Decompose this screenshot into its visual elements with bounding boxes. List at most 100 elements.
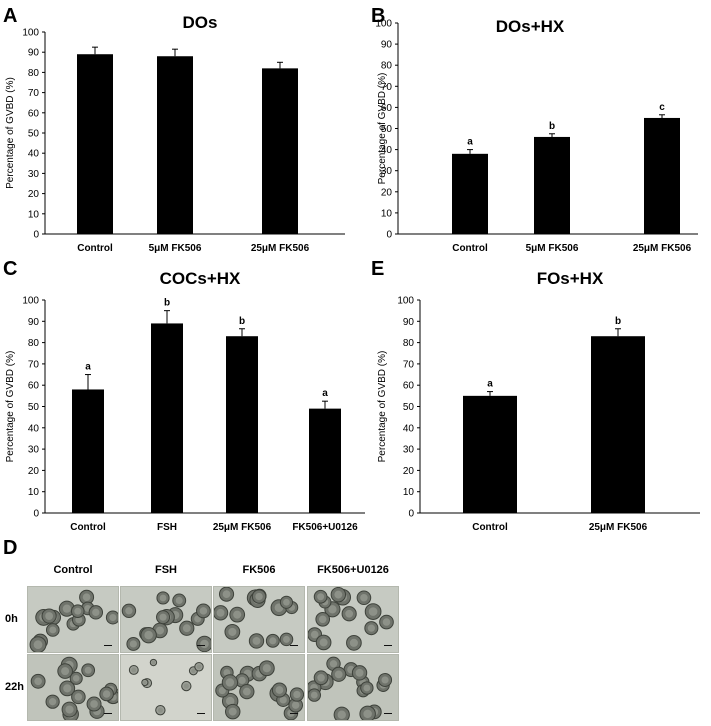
- oocyte-cytoplasm: [310, 630, 319, 639]
- micrograph-image: [213, 654, 305, 721]
- oocyte-cells: [308, 656, 393, 720]
- y-tick-label: 20: [28, 189, 40, 200]
- x-category-label: FK506+U0126: [292, 522, 358, 533]
- micrograph-column-label: FK506+U0126: [317, 564, 389, 576]
- y-tick-label: 10: [381, 208, 393, 219]
- significance-label: b: [164, 298, 170, 309]
- oocyte-cytoplasm: [363, 709, 372, 719]
- oocyte-cytoplasm: [200, 639, 209, 649]
- oocyte-cytoplasm: [84, 666, 92, 674]
- panel-letter: B: [371, 5, 385, 27]
- y-tick-label: 30: [28, 169, 40, 180]
- oocyte-cytoplasm: [65, 705, 74, 714]
- oocyte-cytoplasm: [74, 693, 83, 701]
- bar: [463, 395, 517, 513]
- bar: [226, 336, 258, 513]
- y-tick-label: 0: [386, 230, 392, 241]
- oocyte-cytoplasm: [34, 677, 42, 686]
- oocyte-cytoplasm: [159, 613, 167, 621]
- significance-label: b: [615, 316, 621, 327]
- bar: [151, 323, 183, 513]
- oocyte-cells: [30, 656, 118, 720]
- x-category-label: 25μM FK506: [251, 243, 310, 254]
- oocyte-cytoplasm: [157, 707, 163, 713]
- micrograph-image: [307, 654, 399, 721]
- bar: [452, 153, 488, 234]
- oocyte-cytoplasm: [45, 612, 54, 620]
- y-tick-label: 50: [381, 124, 393, 135]
- oocyte-cytoplasm: [223, 669, 231, 677]
- y-tick-label: 0: [33, 230, 39, 241]
- scale-bar: [384, 645, 392, 646]
- oocyte-cytoplasm: [144, 630, 153, 640]
- oocyte-cytoplasm: [382, 618, 391, 626]
- chart-panel-b: B DOs+HX 0 10 20 30 40 50 60 70 80 90 100 Percentage …: [371, 5, 698, 254]
- oocyte-cytoplasm: [218, 686, 226, 695]
- y-tick-label: 40: [381, 145, 393, 156]
- y-tick-label: 90: [381, 40, 393, 51]
- micrograph-column-label: FK506: [242, 564, 276, 576]
- oocyte-cytoplasm: [328, 605, 337, 614]
- micrograph-image: [213, 586, 305, 653]
- y-axis-label: Percentage of GVBD (%): [377, 351, 388, 463]
- oocyte-cytoplasm: [225, 696, 235, 706]
- x-category-label: Control: [70, 522, 106, 533]
- significance-label: b: [239, 316, 245, 327]
- y-tick-label: 100: [397, 296, 414, 307]
- oocyte-cytoplasm: [319, 638, 328, 647]
- y-axis-label: Percentage of GVBD (%): [5, 77, 16, 189]
- significance-label: a: [322, 388, 328, 399]
- chart-title: DOs: [183, 13, 218, 32]
- oocyte-cytoplasm: [282, 635, 290, 643]
- oocyte-cytoplasm: [360, 594, 368, 602]
- bar: [644, 117, 680, 234]
- oocyte-cytoplasm: [151, 660, 156, 665]
- x-category-label: Control: [77, 243, 113, 254]
- significance-label: a: [467, 137, 473, 148]
- scale-bar: [290, 645, 298, 646]
- scale-bar: [197, 645, 205, 646]
- y-tick-label: 20: [28, 466, 40, 477]
- chart-panel-c: C COCs+HX 0 10 20 30 40 50 60 70 80 90 100 Percentage…: [3, 258, 365, 533]
- oocyte-cytoplasm: [175, 596, 183, 605]
- oocyte-cytoplasm: [252, 637, 261, 645]
- oocyte-cytoplasm: [368, 607, 378, 616]
- oocyte-cytoplasm: [61, 667, 70, 676]
- bar: [534, 136, 570, 234]
- oocyte-cytoplasm: [337, 710, 346, 719]
- y-tick-label: 70: [381, 82, 393, 93]
- y-tick-label: 20: [403, 466, 415, 477]
- x-category-label: 5μM FK506: [526, 243, 579, 254]
- oocyte-cytoplasm: [49, 626, 57, 634]
- panel-letter: E: [371, 258, 384, 280]
- x-category-label: 25μM FK506: [589, 522, 648, 533]
- scale-bar: [104, 713, 112, 714]
- bar: [157, 56, 193, 234]
- oocyte-cytoplasm: [262, 664, 271, 673]
- panel-letter: C: [3, 258, 17, 280]
- y-tick-label: 10: [403, 487, 415, 498]
- micrograph-image: [27, 654, 119, 721]
- y-tick-label: 0: [408, 509, 414, 520]
- oocyte-cytoplasm: [275, 686, 284, 694]
- y-tick-label: 40: [28, 423, 40, 434]
- y-tick-label: 100: [375, 19, 392, 30]
- y-tick-label: 90: [28, 48, 40, 59]
- oocyte-cells: [128, 658, 204, 716]
- x-category-label: 25μM FK506: [633, 243, 692, 254]
- oocyte-cytoplasm: [182, 624, 191, 633]
- y-tick-label: 80: [28, 68, 40, 79]
- micrograph-column-label: FSH: [155, 564, 177, 576]
- scale-bar: [104, 645, 112, 646]
- significance-label: a: [85, 362, 91, 373]
- scale-bar: [197, 713, 205, 714]
- oocyte-cytoplasm: [242, 687, 251, 696]
- y-tick-label: 10: [28, 487, 40, 498]
- chart-title: DOs+HX: [496, 17, 565, 36]
- micrograph-row-label: 0h: [5, 612, 18, 625]
- oocyte-cytoplasm: [62, 604, 72, 613]
- bar: [72, 389, 104, 513]
- oocyte-cytoplasm: [291, 701, 300, 709]
- oocyte-cytoplasm: [109, 613, 117, 622]
